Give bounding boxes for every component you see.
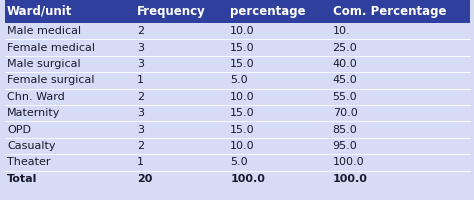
Text: Male medical: Male medical — [7, 26, 81, 36]
Text: 15.0: 15.0 — [230, 59, 255, 69]
Text: 10.0: 10.0 — [230, 26, 255, 36]
Bar — [5, 23, 470, 187]
Text: 95.0: 95.0 — [333, 141, 357, 151]
Text: Total: Total — [7, 174, 37, 184]
Text: 10.0: 10.0 — [230, 141, 255, 151]
Text: Female medical: Female medical — [7, 43, 95, 53]
Text: 100.0: 100.0 — [230, 174, 265, 184]
Text: 15.0: 15.0 — [230, 43, 255, 53]
Text: Ward/unit: Ward/unit — [7, 5, 73, 18]
Text: 5.0: 5.0 — [230, 157, 248, 167]
Text: 10.: 10. — [333, 26, 350, 36]
Text: 100.0: 100.0 — [333, 157, 364, 167]
Text: Maternity: Maternity — [7, 108, 60, 118]
Text: 85.0: 85.0 — [333, 125, 357, 135]
Text: Theater: Theater — [7, 157, 50, 167]
Text: 100.0: 100.0 — [333, 174, 367, 184]
Text: OPD: OPD — [7, 125, 31, 135]
Text: 20: 20 — [137, 174, 153, 184]
Text: 2: 2 — [137, 141, 145, 151]
Text: 1: 1 — [137, 157, 144, 167]
Text: 70.0: 70.0 — [333, 108, 357, 118]
Text: Chn. Ward: Chn. Ward — [7, 92, 65, 102]
Text: 3: 3 — [137, 125, 144, 135]
Text: percentage: percentage — [230, 5, 306, 18]
Text: Casualty: Casualty — [7, 141, 55, 151]
Text: 5.0: 5.0 — [230, 75, 248, 85]
Text: 25.0: 25.0 — [333, 43, 357, 53]
Text: 10.0: 10.0 — [230, 92, 255, 102]
Text: 2: 2 — [137, 92, 145, 102]
Text: 40.0: 40.0 — [333, 59, 357, 69]
Text: 3: 3 — [137, 59, 144, 69]
Text: 3: 3 — [137, 108, 144, 118]
Text: 3: 3 — [137, 43, 144, 53]
Text: 2: 2 — [137, 26, 145, 36]
Text: Female surgical: Female surgical — [7, 75, 94, 85]
Bar — [5, 0, 470, 23]
Text: 55.0: 55.0 — [333, 92, 357, 102]
Text: Frequency: Frequency — [137, 5, 206, 18]
Text: Male surgical: Male surgical — [7, 59, 81, 69]
Text: 45.0: 45.0 — [333, 75, 357, 85]
Text: Com. Percentage: Com. Percentage — [333, 5, 446, 18]
Text: 1: 1 — [137, 75, 144, 85]
Text: 15.0: 15.0 — [230, 108, 255, 118]
Text: 15.0: 15.0 — [230, 125, 255, 135]
